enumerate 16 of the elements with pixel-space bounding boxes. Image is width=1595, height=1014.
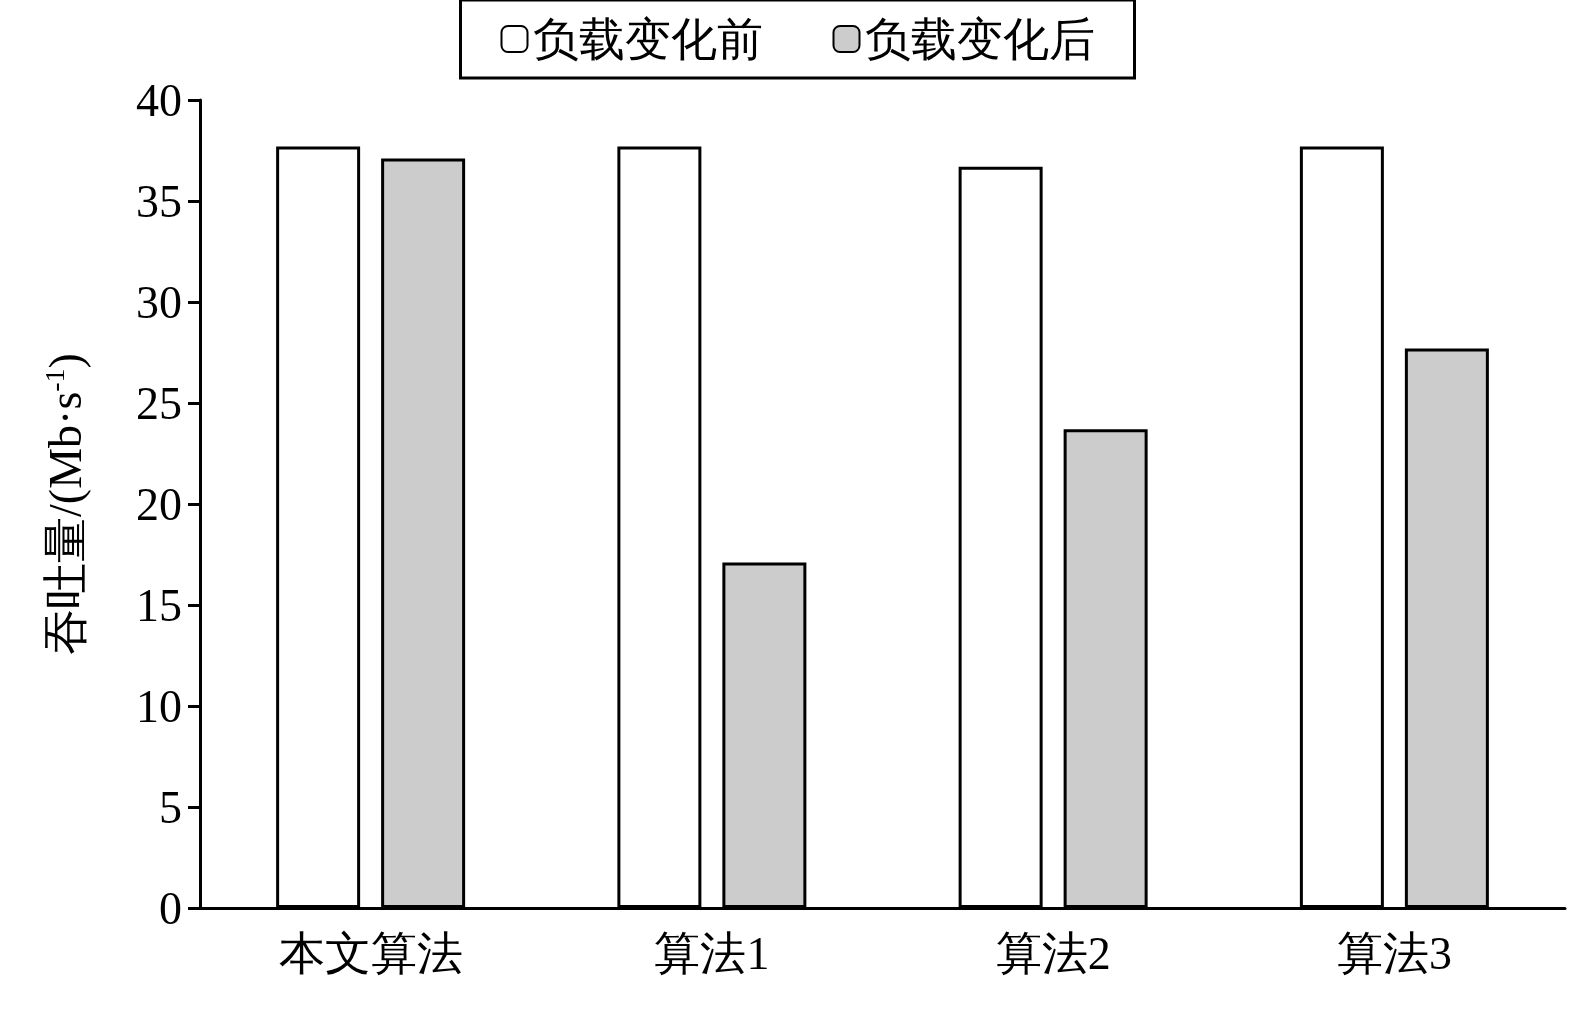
x-tick-label: 算法3 — [1336, 927, 1452, 979]
y-tick-label: 25 — [136, 377, 182, 429]
y-tick-label: 40 — [136, 74, 182, 126]
y-tick-label: 10 — [136, 680, 182, 732]
y-tick-label: 30 — [136, 276, 182, 328]
y-tick-label: 0 — [159, 882, 182, 934]
x-tick-label: 算法1 — [654, 927, 770, 979]
x-tick-label: 算法2 — [995, 927, 1111, 979]
x-tick-label: 本文算法 — [278, 927, 463, 979]
y-tick-label: 35 — [136, 175, 182, 227]
y-axis-title: 吞吐量/(Mb·s-1) — [38, 353, 91, 655]
y-tick-label: 15 — [136, 579, 182, 631]
y-tick-label: 5 — [159, 781, 182, 833]
legend-label: 负载变化后 — [864, 13, 1095, 65]
y-tick-label: 20 — [136, 478, 182, 530]
legend-label: 负载变化前 — [532, 13, 763, 65]
